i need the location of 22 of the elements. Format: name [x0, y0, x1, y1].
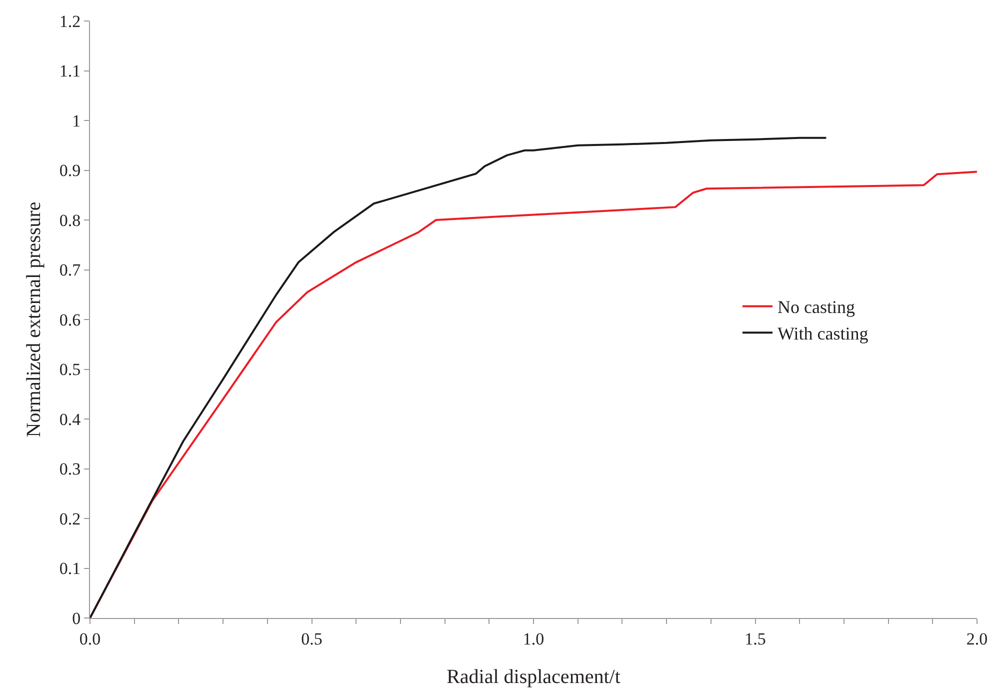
y-tick-label: 1.1	[59, 62, 81, 81]
x-tick-label: 1.5	[744, 629, 766, 648]
y-tick-label: 1	[72, 111, 81, 130]
x-tick-label: 0.0	[79, 629, 101, 648]
legend-label: No casting	[778, 297, 855, 318]
y-tick-label: 0.3	[59, 460, 81, 479]
y-tick-label: 0.9	[59, 161, 81, 180]
y-tick-label: 1.2	[59, 12, 81, 31]
x-tick-label: 2.0	[966, 629, 988, 648]
y-tick-label: 0	[72, 608, 81, 628]
y-tick-label: 0.8	[59, 210, 81, 230]
y-tick-label: 0.5	[59, 360, 81, 380]
legend-label: With casting	[778, 324, 868, 344]
y-tick-label: 0.6	[59, 310, 81, 330]
y-axis-title: Normalized external pressure	[23, 202, 45, 438]
x-axis-title: Radial displacement/t	[446, 666, 621, 688]
x-tick-label: 0.5	[301, 629, 322, 648]
y-tick-label: 0.1	[59, 559, 81, 578]
y-tick-label: 0.2	[59, 509, 81, 528]
y-tick-label: 0.4	[59, 410, 82, 429]
y-tick-label: 0.7	[59, 260, 82, 280]
x-tick-label: 1.0	[522, 629, 544, 648]
